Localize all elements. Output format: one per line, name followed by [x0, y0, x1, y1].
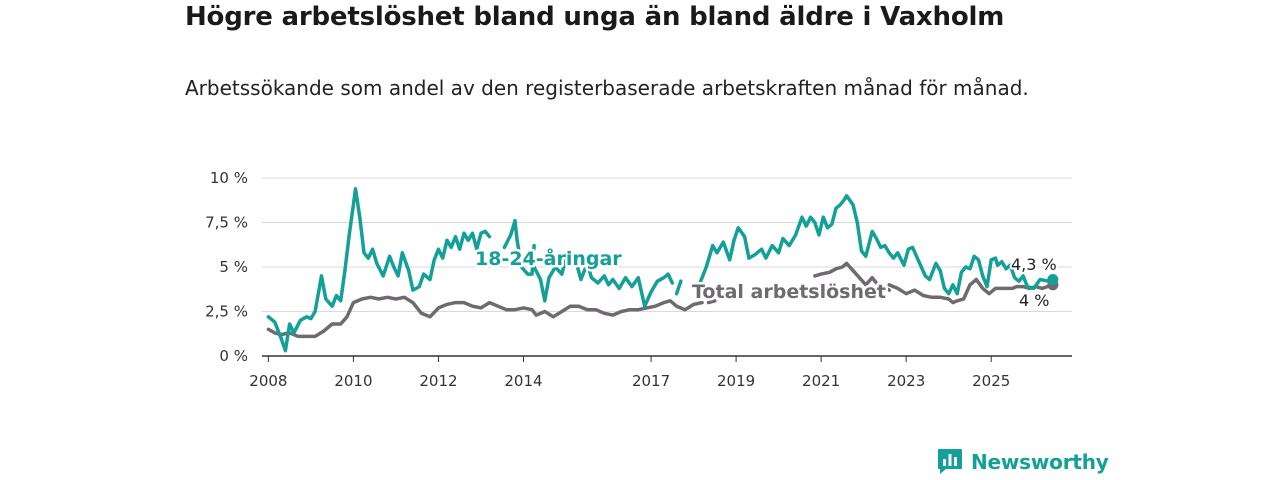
y-tick-label: 10 %	[210, 169, 248, 187]
chart-title: Högre arbetslöshet bland unga än bland ä…	[185, 2, 1005, 32]
series-line-young	[674, 279, 683, 296]
series-lines	[266, 186, 1059, 353]
endpoint-young	[1047, 273, 1059, 285]
x-tick-label: 2025	[972, 372, 1010, 390]
x-tick-label: 2021	[802, 372, 840, 390]
chart-subtitle: Arbetssökande som andel av den registerb…	[185, 76, 1029, 100]
bar-chart-speech-bubble-icon	[938, 449, 962, 474]
y-axis-ticks: 0 % 2,5 % 5 % 7,5 % 10 %	[205, 169, 248, 365]
series-line-total	[813, 261, 891, 292]
newsworthy-logo: Newsworthy	[937, 448, 1109, 475]
series-line-young	[502, 218, 536, 276]
x-tick-label: 2014	[504, 372, 542, 390]
y-tick-label: 0 %	[219, 347, 248, 365]
series-line-young	[532, 254, 675, 308]
series-line-total	[706, 299, 717, 305]
series-line-young	[698, 194, 1055, 296]
x-tick-label: 2023	[887, 372, 925, 390]
y-tick-label: 5 %	[219, 258, 248, 276]
x-tick-label: 2012	[419, 372, 457, 390]
series-line-young	[266, 186, 492, 353]
label-total: Total arbetslöshet	[692, 281, 886, 303]
series-line-total	[887, 277, 1055, 305]
x-tick-label: 2019	[717, 372, 755, 390]
end-label-young: 4,3 %	[1011, 255, 1057, 274]
brand-name: Newsworthy	[971, 449, 1109, 474]
end-label-total: 4 %	[1019, 291, 1049, 310]
x-tick-label: 2010	[334, 372, 372, 390]
x-tick-label: 2017	[632, 372, 670, 390]
x-tick-label: 2008	[249, 372, 287, 390]
series-line-total	[266, 295, 704, 339]
series-labels: 18-24-åringar Total arbetslöshet 4,3 % 4…	[473, 244, 1059, 313]
y-tick-label: 2,5 %	[205, 303, 248, 321]
y-tick-label: 7,5 %	[205, 214, 248, 232]
x-axis: 2008 2010 2012 2014 2017 2019 2021 2023 2025	[249, 355, 1072, 390]
label-young: 18-24-åringar	[475, 246, 622, 270]
